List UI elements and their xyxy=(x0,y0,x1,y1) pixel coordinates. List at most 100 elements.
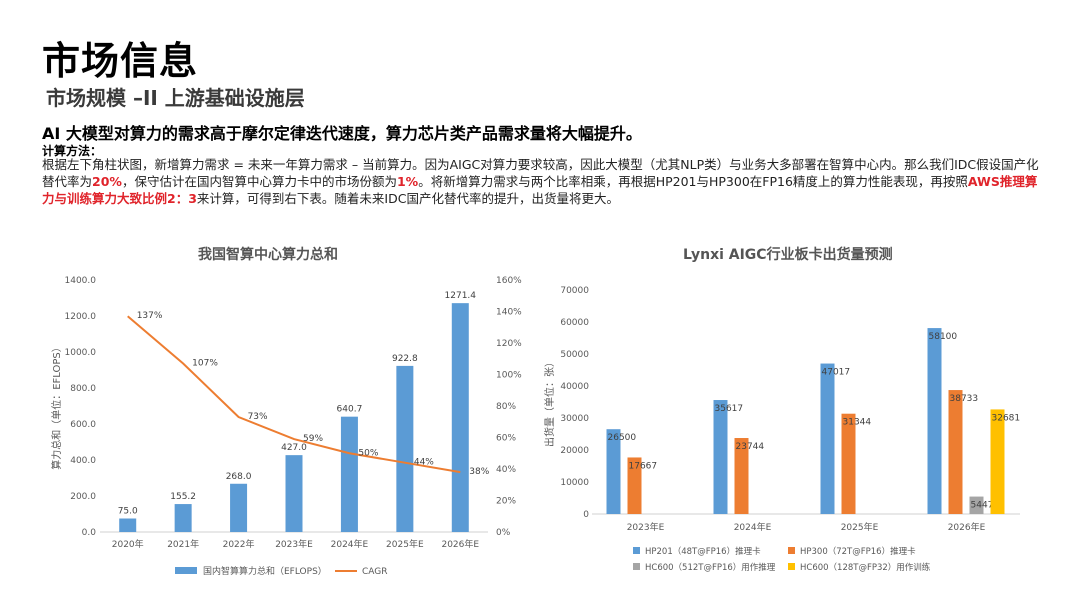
bar-data-label: 32681 xyxy=(992,413,1021,423)
y-tick-label: 1200.0 xyxy=(65,312,97,322)
x-tick-label: 2025年E xyxy=(386,538,424,550)
bar-data-label: 38733 xyxy=(950,394,979,404)
x-tick-label: 2026年E xyxy=(948,521,986,533)
para-text-1: 根据左下角柱状图，新增算力需求 = 未来一年算力需求 – 当前算力。因为AIGC… xyxy=(42,157,1039,189)
y-axis-title: 算力总和（单位：EFLOPS） xyxy=(50,342,63,470)
y-tick-label: 1400.0 xyxy=(65,276,97,286)
method-paragraph: 根据左下角柱状图，新增算力需求 = 未来一年算力需求 – 当前算力。因为AIGC… xyxy=(42,156,1042,207)
para-highlight-ratio: AWS推理算力与训练算力大致比例2：3 xyxy=(42,174,1038,206)
right-chart-title: Lynxi AIGC行业板卡出货量预测 xyxy=(683,247,893,263)
legend-swatch-0 xyxy=(633,547,640,554)
cagr-data-label: 107% xyxy=(192,358,218,368)
bar-series-3-3 xyxy=(990,409,1005,514)
legend-label-2: HC600（512T@FP16）用作推理 xyxy=(645,562,776,573)
bar-series-0-1 xyxy=(713,400,728,514)
y-tick-label: 10000 xyxy=(560,478,589,488)
legend-swatch-2 xyxy=(633,563,640,570)
y2-tick-label: 40% xyxy=(496,465,516,475)
right-chart: 0 10000 20000 30000 40000 50000 60000 70000 出货量（… xyxy=(543,286,1021,573)
y-tick-label: 70000 xyxy=(560,286,589,296)
y-tick-label: 60000 xyxy=(560,318,589,328)
method-label: 计算方法： xyxy=(42,144,103,158)
para-text-3: 。将新增算力需求与两个比率相乘，再根据HP201与HP300在FP16精度上的算… xyxy=(418,174,968,189)
x-tick-label: 2024年E xyxy=(331,538,369,550)
x-tick-label: 2021年 xyxy=(167,538,199,550)
left-chart: 0.0 200.0 400.0 600.0 800.0 1000.0 1200.0 1400.… xyxy=(50,276,522,577)
para-text-4: 来计算，可得到右下表。随着未来IDC国产化替代率的提升，出货量将更大。 xyxy=(196,191,619,206)
bar-series-1-3 xyxy=(948,390,963,514)
legend-label-1: HP300（72T@FP16）推理卡 xyxy=(800,546,916,557)
x-tick-label: 2022年 xyxy=(223,538,255,550)
y-tick-label: 50000 xyxy=(560,350,589,360)
x-tick-label: 2024年E xyxy=(734,521,772,533)
bar-data-label: 1271.4 xyxy=(445,291,477,301)
cagr-data-label: 59% xyxy=(303,434,323,444)
left-chart-title: 我国智算中心算力总和 xyxy=(198,247,338,263)
headline: AI 大模型对算力的需求高于摩尔定律迭代速度，算力芯片类产品需求量将大幅提升。 xyxy=(42,124,642,143)
para-highlight-share: 1% xyxy=(396,174,419,189)
y2-tick-label: 80% xyxy=(496,402,516,412)
y-tick-label: 30000 xyxy=(560,414,589,424)
legend-label-3: HC600（128T@FP32）用作训练 xyxy=(800,562,931,573)
bar-series-1-2 xyxy=(841,413,856,514)
y-axis-title: 出货量（单位：张） xyxy=(543,357,556,447)
x-tick-label: 2023年E xyxy=(627,521,665,533)
cagr-data-label: 44% xyxy=(414,458,434,468)
x-tick-label: 2025年E xyxy=(841,521,879,533)
bar-compute-2 xyxy=(230,483,248,532)
bar-data-label: 23744 xyxy=(736,442,765,452)
y-tick-label: 800.0 xyxy=(70,384,96,394)
legend-swatch-compute xyxy=(175,567,197,574)
bar-compute-6 xyxy=(451,303,469,532)
bar-compute-4 xyxy=(340,416,358,532)
y-tick-label: 600.0 xyxy=(70,420,96,430)
bar-data-label: 35617 xyxy=(715,404,744,414)
bar-data-label: 75.0 xyxy=(118,507,138,517)
bar-compute-5 xyxy=(396,365,414,532)
y-tick-label: 200.0 xyxy=(70,492,96,502)
y2-tick-label: 160% xyxy=(496,276,522,286)
x-tick-label: 2026年E xyxy=(441,538,479,550)
bar-series-0-0 xyxy=(606,429,621,514)
bar-data-label: 640.7 xyxy=(337,405,363,415)
y2-tick-label: 140% xyxy=(496,308,522,318)
bar-series-1-0 xyxy=(627,457,642,514)
bar-data-label: 26500 xyxy=(608,433,637,443)
para-text-2: ，保守估计在国内智算中心算力卡中的市场份额为 xyxy=(121,174,397,189)
page-title: 市场信息 xyxy=(42,39,199,83)
bar-series-2-3 xyxy=(969,496,984,514)
x-tick-label: 2023年E xyxy=(275,538,313,550)
page-subtitle: 市场规模 –II 上游基础设施层 xyxy=(46,86,305,110)
legend-swatch-1 xyxy=(788,547,795,554)
y2-tick-label: 20% xyxy=(496,497,516,507)
bar-series-0-2 xyxy=(820,363,835,514)
y-tick-label: 0.0 xyxy=(82,528,97,538)
bar-compute-0 xyxy=(119,518,137,532)
x-tick-label: 2020年 xyxy=(112,538,144,550)
bar-data-label: 58100 xyxy=(929,332,958,342)
bar-series-0-3 xyxy=(927,328,942,514)
bar-compute-1 xyxy=(174,504,192,532)
bar-data-label: 31344 xyxy=(843,418,872,428)
legend-label-cagr: CAGR xyxy=(362,567,388,577)
y2-tick-label: 100% xyxy=(496,371,522,381)
y2-tick-label: 120% xyxy=(496,339,522,349)
cagr-line xyxy=(127,315,461,474)
cagr-data-label: 73% xyxy=(248,412,268,422)
legend-label-0: HP201（48T@FP16）推理卡 xyxy=(645,546,761,557)
bar-data-label: 17667 xyxy=(629,461,658,471)
y-tick-label: 400.0 xyxy=(70,456,96,466)
y2-tick-label: 60% xyxy=(496,434,516,444)
bar-compute-3 xyxy=(285,455,303,532)
cagr-data-label: 38% xyxy=(469,467,489,477)
bar-series-1-1 xyxy=(734,438,749,514)
y-tick-label: 20000 xyxy=(560,446,589,456)
bar-data-label: 5447 xyxy=(971,501,994,511)
cagr-data-label: 137% xyxy=(137,311,163,321)
para-highlight-rate: 20% xyxy=(92,174,122,189)
y2-tick-label: 0% xyxy=(496,528,511,538)
legend-swatch-3 xyxy=(788,563,795,570)
bar-data-label: 922.8 xyxy=(392,354,418,364)
bar-data-label: 155.2 xyxy=(170,492,196,502)
y-tick-label: 1000.0 xyxy=(65,348,97,358)
